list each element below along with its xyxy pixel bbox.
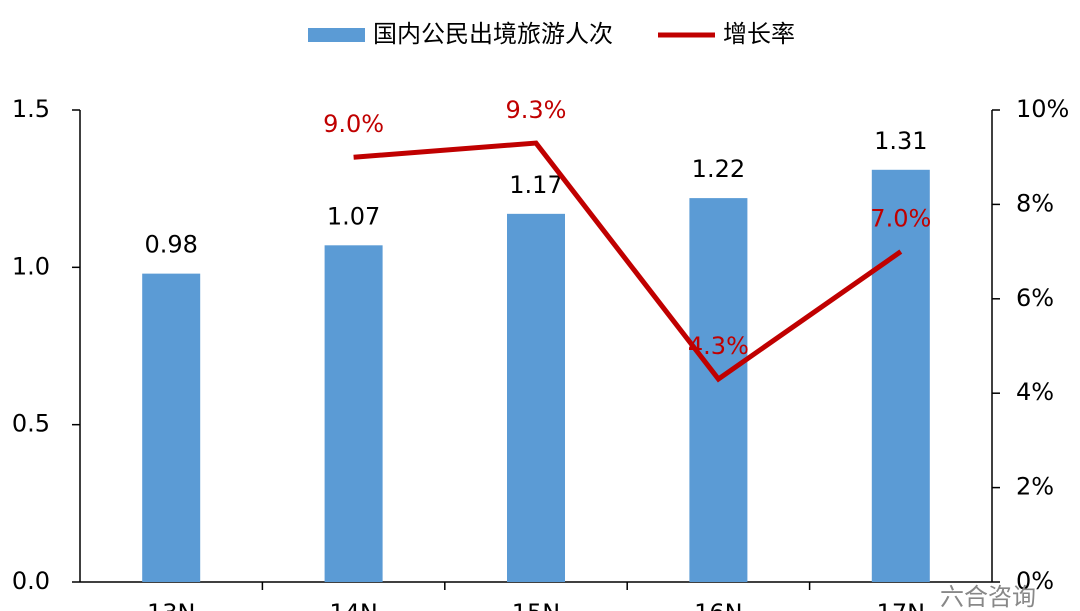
bar-value-label: 1.07 xyxy=(327,202,380,230)
y2-tick-label: 10% xyxy=(1016,95,1069,123)
x-tick-label: 13N xyxy=(147,599,196,611)
y-tick-label: 0.5 xyxy=(12,410,50,438)
legend-swatch xyxy=(308,28,365,42)
y2-tick-label: 0% xyxy=(1016,567,1054,595)
y-tick-label: 0.0 xyxy=(12,567,50,595)
bar xyxy=(507,213,565,582)
y2-tick-label: 2% xyxy=(1016,473,1054,501)
y2-tick-label: 4% xyxy=(1016,378,1054,406)
x-tick-label: 14N xyxy=(329,599,378,611)
bar-value-label: 1.17 xyxy=(509,171,562,199)
bar-value-label: 1.31 xyxy=(874,127,927,155)
bar xyxy=(871,169,930,582)
bar xyxy=(324,245,383,582)
watermark: 六合咨询 xyxy=(940,583,1036,611)
growth-line xyxy=(353,140,903,383)
x-tick-label: 16N xyxy=(694,599,743,611)
bar xyxy=(689,198,748,582)
y-tick-label: 1.5 xyxy=(12,95,50,123)
line-value-label: 7.0% xyxy=(870,205,931,233)
x-tick-label: 15N xyxy=(512,599,561,611)
line-value-label: 9.3% xyxy=(506,96,567,124)
bar-value-label: 0.98 xyxy=(144,231,197,259)
bar-value-label: 1.22 xyxy=(692,155,745,183)
y-tick-label: 1.0 xyxy=(12,252,50,280)
x-tick-label: 17N xyxy=(877,599,926,611)
legend-label: 国内公民出境旅游人次 xyxy=(373,20,613,48)
line-value-label: 4.3% xyxy=(688,332,749,360)
bar xyxy=(142,273,201,582)
y2-tick-label: 8% xyxy=(1016,189,1054,217)
legend-label: 增长率 xyxy=(723,20,795,48)
y2-tick-label: 6% xyxy=(1016,284,1054,312)
line-value-label: 9.0% xyxy=(323,110,384,138)
